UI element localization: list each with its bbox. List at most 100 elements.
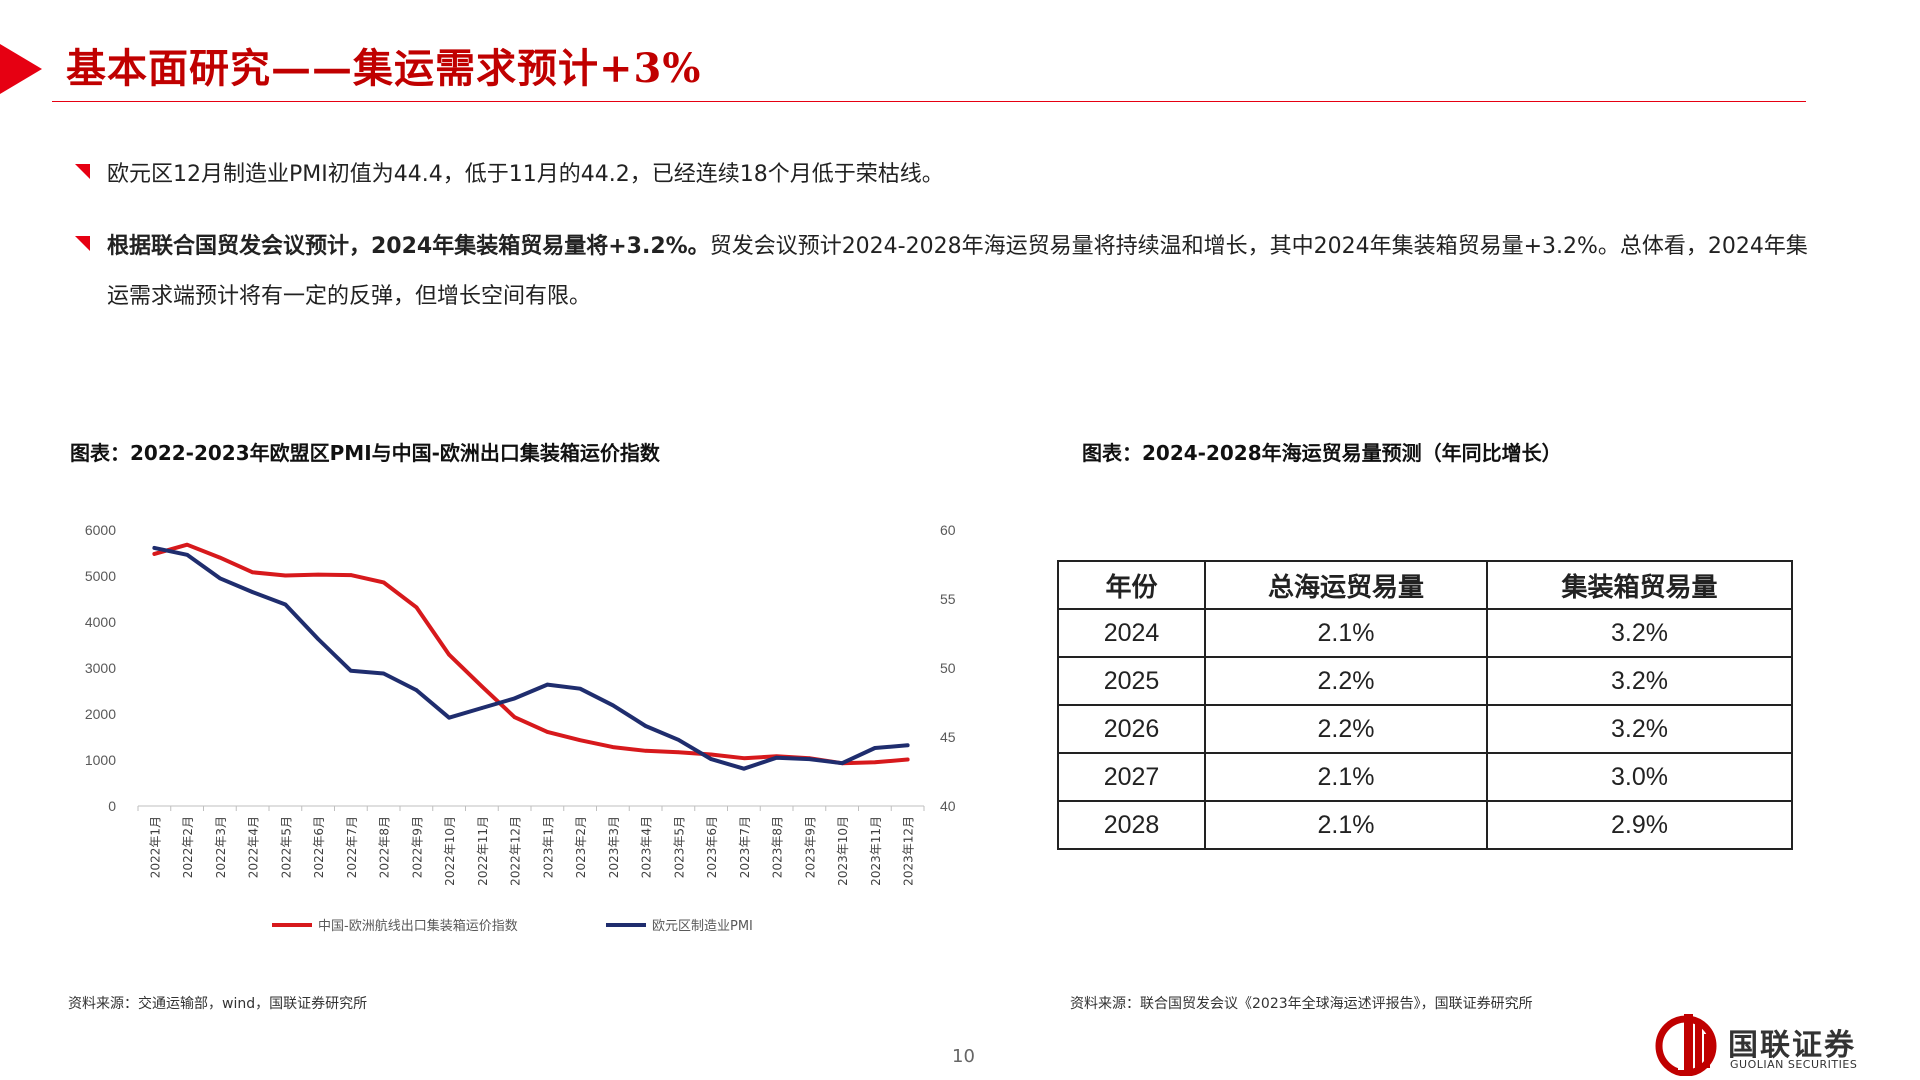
bullet-1: 欧元区12月制造业PMI初值为44.4，低于11月的44.2，已经连续18个月低… bbox=[70, 150, 1810, 200]
data-point bbox=[447, 715, 451, 720]
x-axis-tick-label: 2022年11月 bbox=[476, 816, 490, 886]
data-point bbox=[512, 715, 517, 720]
table-header-cell: 年份 bbox=[1057, 560, 1206, 610]
x-axis-tick-label: 2023年1月 bbox=[541, 816, 555, 878]
logo-emblem-icon bbox=[1655, 1014, 1717, 1076]
table-row: 2028 2.1% 2.9% bbox=[1057, 800, 1793, 850]
data-point bbox=[152, 552, 157, 556]
table-cell: 2.9% bbox=[1486, 800, 1793, 850]
data-point bbox=[316, 637, 320, 641]
table-caption: 图表：2024-2028年海运贸易量预测（年同比增长） bbox=[1082, 441, 1562, 465]
data-point bbox=[283, 602, 288, 607]
data-point bbox=[283, 573, 288, 578]
x-axis-tick-label: 2023年12月 bbox=[902, 816, 916, 886]
data-point bbox=[676, 737, 681, 742]
right-axis-tick-label: 60 bbox=[940, 522, 956, 538]
data-point bbox=[381, 580, 386, 585]
table-cell: 3.2% bbox=[1486, 608, 1793, 658]
x-axis-tick-label: 2023年4月 bbox=[640, 816, 654, 878]
left-axis-tick-label: 6000 bbox=[85, 522, 116, 538]
title-marker-icon bbox=[0, 44, 42, 94]
x-axis-tick-label: 2022年12月 bbox=[509, 816, 523, 886]
table-row: 2024 2.1% 3.2% bbox=[1057, 608, 1793, 658]
x-axis-tick-label: 2022年9月 bbox=[410, 816, 424, 878]
bullet-marker-icon bbox=[75, 164, 90, 179]
x-axis-tick-label: 2022年6月 bbox=[312, 816, 326, 878]
left-axis-tick-label: 1000 bbox=[85, 752, 116, 768]
data-point bbox=[545, 730, 550, 734]
page-number: 10 bbox=[952, 1046, 975, 1067]
data-point bbox=[643, 724, 648, 728]
data-point bbox=[643, 749, 648, 753]
trade-forecast-table: 年份 总海运贸易量 集装箱贸易量 2024 2.1% 3.2% 2025 2.2… bbox=[1057, 560, 1793, 850]
table-cell: 2.1% bbox=[1204, 752, 1488, 802]
company-logo: 国联证券 GUOLIAN SECURITIES bbox=[1650, 1012, 1890, 1076]
left-axis-tick-label: 0 bbox=[108, 798, 116, 814]
table-cell: 2.2% bbox=[1204, 704, 1488, 754]
data-point bbox=[218, 555, 222, 560]
left-axis-tick-label: 5000 bbox=[85, 568, 116, 584]
table-row: 2026 2.2% 3.2% bbox=[1057, 704, 1793, 754]
logo-subtitle: GUOLIAN SECURITIES bbox=[1730, 1058, 1858, 1071]
x-axis-tick-label: 2022年2月 bbox=[181, 816, 195, 878]
legend-label: 欧元区制造业PMI bbox=[652, 919, 753, 934]
x-axis-tick-label: 2023年6月 bbox=[705, 816, 719, 878]
bullet-2-bold: 根据联合国贸发会议预计，2024年集装箱贸易量将+3.2%。 bbox=[107, 234, 710, 259]
data-point bbox=[512, 696, 517, 701]
bullet-2: 根据联合国贸发会议预计，2024年集装箱贸易量将+3.2%。贸发会议预计2024… bbox=[70, 222, 1810, 322]
x-axis-tick-label: 2023年3月 bbox=[607, 816, 621, 878]
x-axis-tick-label: 2023年2月 bbox=[574, 816, 588, 878]
bullet-2-text: 贸发会议预计2024-2028年海运贸易量将持续温和增长，其中2024年集装箱贸… bbox=[107, 234, 1808, 309]
title-divider bbox=[52, 101, 1806, 102]
data-point bbox=[578, 738, 582, 743]
table-source-note: 资料来源：联合国贸发会议《2023年全球海运述评报告》，国联证券研究所 bbox=[1070, 996, 1533, 1012]
series-line-1 bbox=[152, 542, 910, 766]
right-axis-tick-label: 55 bbox=[940, 591, 956, 607]
table-header-cell: 集装箱贸易量 bbox=[1486, 560, 1793, 610]
data-point bbox=[873, 746, 877, 750]
data-point bbox=[414, 605, 419, 610]
data-point bbox=[873, 760, 877, 765]
x-axis-tick-label: 2023年8月 bbox=[771, 816, 785, 878]
right-axis-tick-label: 45 bbox=[940, 729, 956, 745]
data-point bbox=[447, 652, 451, 657]
left-axis-tick-label: 3000 bbox=[85, 660, 116, 676]
x-axis-tick-label: 2022年1月 bbox=[148, 816, 162, 878]
data-point bbox=[807, 757, 812, 761]
left-axis-tick-label: 4000 bbox=[85, 614, 116, 630]
data-point bbox=[742, 766, 746, 771]
pmi-freight-line-chart: 0 1000 2000 3000 4000 5000 6000 40 45 50 55 60 2022年… bbox=[85, 522, 956, 934]
table-cell: 2.1% bbox=[1204, 800, 1488, 850]
data-point bbox=[611, 703, 615, 708]
data-point bbox=[840, 761, 844, 766]
data-point bbox=[480, 706, 484, 710]
table-cell: 2028 bbox=[1057, 800, 1206, 850]
table-cell: 3.0% bbox=[1486, 752, 1793, 802]
data-point bbox=[349, 668, 353, 673]
bullet-marker-icon bbox=[75, 236, 90, 251]
chart-source-note: 资料来源：交通运输部，wind，国联证券研究所 bbox=[68, 996, 368, 1012]
x-axis-tick-label: 2022年7月 bbox=[345, 816, 359, 878]
data-point bbox=[578, 686, 582, 691]
bullet-1-text: 欧元区12月制造业PMI初值为44.4，低于11月的44.2，已经连续18个月低… bbox=[107, 162, 944, 187]
table-cell: 3.2% bbox=[1486, 656, 1793, 706]
data-point bbox=[250, 570, 255, 575]
x-axis-tick-label: 2023年5月 bbox=[672, 816, 686, 878]
right-axis-tick-label: 40 bbox=[940, 798, 956, 814]
data-point bbox=[774, 755, 779, 760]
table-cell: 2027 bbox=[1057, 752, 1206, 802]
data-point bbox=[480, 684, 484, 689]
table-row: 2025 2.2% 3.2% bbox=[1057, 656, 1793, 706]
x-axis-tick-label: 2022年10月 bbox=[443, 816, 457, 886]
data-point bbox=[545, 682, 550, 687]
x-axis-tick-label: 2023年9月 bbox=[803, 816, 817, 878]
table-cell: 2.2% bbox=[1204, 656, 1488, 706]
data-point bbox=[676, 750, 681, 754]
data-point bbox=[152, 546, 157, 550]
x-axis-tick-label: 2022年8月 bbox=[378, 816, 392, 878]
x-axis-tick-label: 2023年7月 bbox=[738, 816, 752, 878]
table-cell: 2.1% bbox=[1204, 608, 1488, 658]
data-point bbox=[709, 757, 713, 761]
table-cell: 3.2% bbox=[1486, 704, 1793, 754]
data-point bbox=[905, 743, 910, 748]
